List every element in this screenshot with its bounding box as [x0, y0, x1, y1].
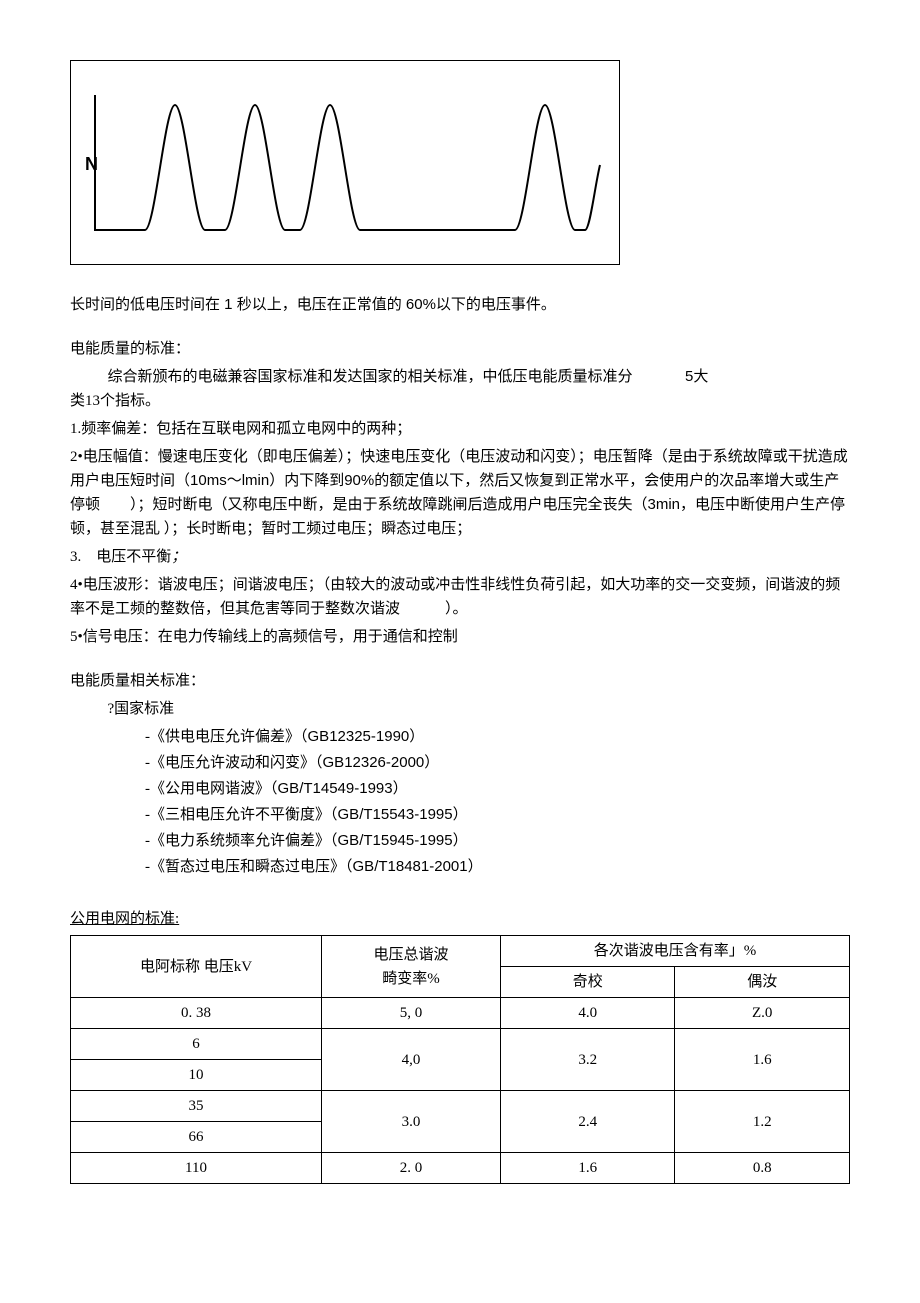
table-row-0: 0. 38 5, 0 4.0 Z.0: [71, 998, 850, 1029]
qs-i2b: 10ms～lmin: [190, 472, 269, 489]
qs-line1a: 综合新颁布的电磁兼容国家标准和发达国家的相关标准，中低压电能质量标准分: [70, 365, 633, 389]
quality-std-title: 电能质量的标准：: [70, 337, 850, 361]
waveform-svg: N: [75, 65, 615, 260]
caption-t4: 60%: [402, 296, 436, 313]
std-code-2: （GB/T14549-1993）: [270, 780, 408, 797]
std-code-5: （GB/T18481-2001）: [345, 858, 483, 875]
std-item-1: -《电压允许波动和闪变》（GB12326-2000）: [145, 751, 850, 775]
cell-thd-0: 5, 0: [322, 998, 501, 1029]
std-name-3: 《三相电压允许不平衡度》: [150, 807, 330, 823]
th-col3b: 偶汝: [675, 967, 850, 998]
quality-std-item3: 3. 电压不平衡；: [70, 545, 850, 569]
waveform-path: [95, 95, 600, 230]
qs-line1c: 大: [693, 369, 708, 385]
cell-even-1: 1.6: [675, 1029, 850, 1091]
qs-i3: 3. 电压不平衡: [70, 549, 171, 565]
quality-std-item4: 4•电压波形：谐波电压；间谐波电压；（由较大的波动或冲击性非线性负荷引起，如大功…: [70, 573, 850, 621]
quality-std-item1: 1.频率偏差：包括在互联电网和孤立电网中的两种；: [70, 417, 850, 441]
cell-odd-5: 1.6: [500, 1153, 675, 1184]
qs-i3semi: ；: [171, 548, 186, 565]
caption-t1: 长时间的低电压时间在: [70, 297, 220, 313]
std-item-4: -《电力系统频率允许偏差》（GB/T15945-1995）: [145, 829, 850, 853]
cell-v-4: 66: [71, 1122, 322, 1153]
cell-even-3: 1.2: [675, 1091, 850, 1153]
cell-thd-3: 3.0: [322, 1091, 501, 1153]
std-code-4: （GB/T15945-1995）: [330, 832, 468, 849]
th-col3: 各次谐波电压含有率」%: [500, 936, 849, 967]
related-std-title: 电能质量相关标准：: [70, 669, 850, 693]
cell-odd-3: 2.4: [500, 1091, 675, 1153]
caption-t2: 1: [220, 296, 237, 313]
table-header-row1: 电阿标称 电压kV 电压总谐波 畸变率% 各次谐波电压含有率」%: [71, 936, 850, 967]
caption-t3: 秒以上，电压在正常值的: [237, 297, 402, 313]
cell-v-2: 10: [71, 1060, 322, 1091]
std-name-1: 《电压允许波动和闪变》: [150, 755, 315, 771]
cell-thd-5: 2. 0: [322, 1153, 501, 1184]
table-title: 公用电网的标准:: [70, 907, 850, 931]
std-name-0: 《供电电压允许偏差》: [150, 729, 300, 745]
cell-v-0: 0. 38: [71, 998, 322, 1029]
table-row-1: 6 4,0 3.2 1.6: [71, 1029, 850, 1060]
std-item-5: -《暂态过电压和瞬态过电压》（GB/T18481-2001）: [145, 855, 850, 879]
waveform-label: N: [85, 154, 98, 174]
qs-i2d: 90%: [344, 472, 374, 489]
std-code-0: （GB12325-1990）: [300, 728, 424, 745]
quality-std-line1: 综合新颁布的电磁兼容国家标准和发达国家的相关标准，中低压电能质量标准分 5大: [70, 365, 850, 389]
waveform-figure: N: [70, 60, 620, 265]
quality-std-item5: 5•信号电压：在电力传输线上的高频信号，用于通信和控制: [70, 625, 850, 649]
std-code-3: （GB/T15543-1995）: [330, 806, 468, 823]
quality-std-line2: 类13个指标。: [70, 389, 850, 413]
cell-thd-1: 4,0: [322, 1029, 501, 1091]
waveform-caption: 长时间的低电压时间在 1 秒以上，电压在正常值的 60%以下的电压事件。: [70, 293, 850, 317]
cell-v-3: 35: [71, 1091, 322, 1122]
cell-odd-1: 3.2: [500, 1029, 675, 1091]
std-code-1: （GB12326-2000）: [315, 754, 439, 771]
cell-odd-0: 4.0: [500, 998, 675, 1029]
caption-t5: 以下的电压事件。: [436, 297, 556, 313]
std-name-5: 《暂态过电压和瞬态过电压》: [150, 859, 345, 875]
cell-v-1: 6: [71, 1029, 322, 1060]
std-name-2: 《公用电网谐波》: [150, 781, 270, 797]
table-row-3: 35 3.0 2.4 1.2: [71, 1091, 850, 1122]
related-std-list: -《供电电压允许偏差》（GB12325-1990） -《电压允许波动和闪变》（G…: [70, 725, 850, 879]
th-col1: 电阿标称 电压kV: [71, 936, 322, 998]
cell-even-5: 0.8: [675, 1153, 850, 1184]
std-item-2: -《公用电网谐波》（GB/T14549-1993）: [145, 777, 850, 801]
quality-std-item2: 2•电压幅值：慢速电压变化（即电压偏差）；快速电压变化（电压波动和闪变）；电压暂…: [70, 445, 850, 541]
harmonics-table: 电阿标称 电压kV 电压总谐波 畸变率% 各次谐波电压含有率」% 奇校 偶汝 0…: [70, 935, 850, 1184]
std-item-3: -《三相电压允许不平衡度》（GB/T15543-1995）: [145, 803, 850, 827]
th-col3a: 奇校: [500, 967, 675, 998]
table-row-5: 110 2. 0 1.6 0.8: [71, 1153, 850, 1184]
std-name-4: 《电力系统频率允许偏差》: [150, 833, 330, 849]
cell-v-5: 110: [71, 1153, 322, 1184]
th-col2: 电压总谐波 畸变率%: [322, 936, 501, 998]
qs-i2f: 3min: [648, 496, 681, 513]
cell-even-0: Z.0: [675, 998, 850, 1029]
std-item-0: -《供电电压允许偏差》（GB12325-1990）: [145, 725, 850, 749]
qs-i2c: ）内下降到: [269, 473, 344, 489]
related-std-national: ?国家标准: [70, 697, 850, 721]
